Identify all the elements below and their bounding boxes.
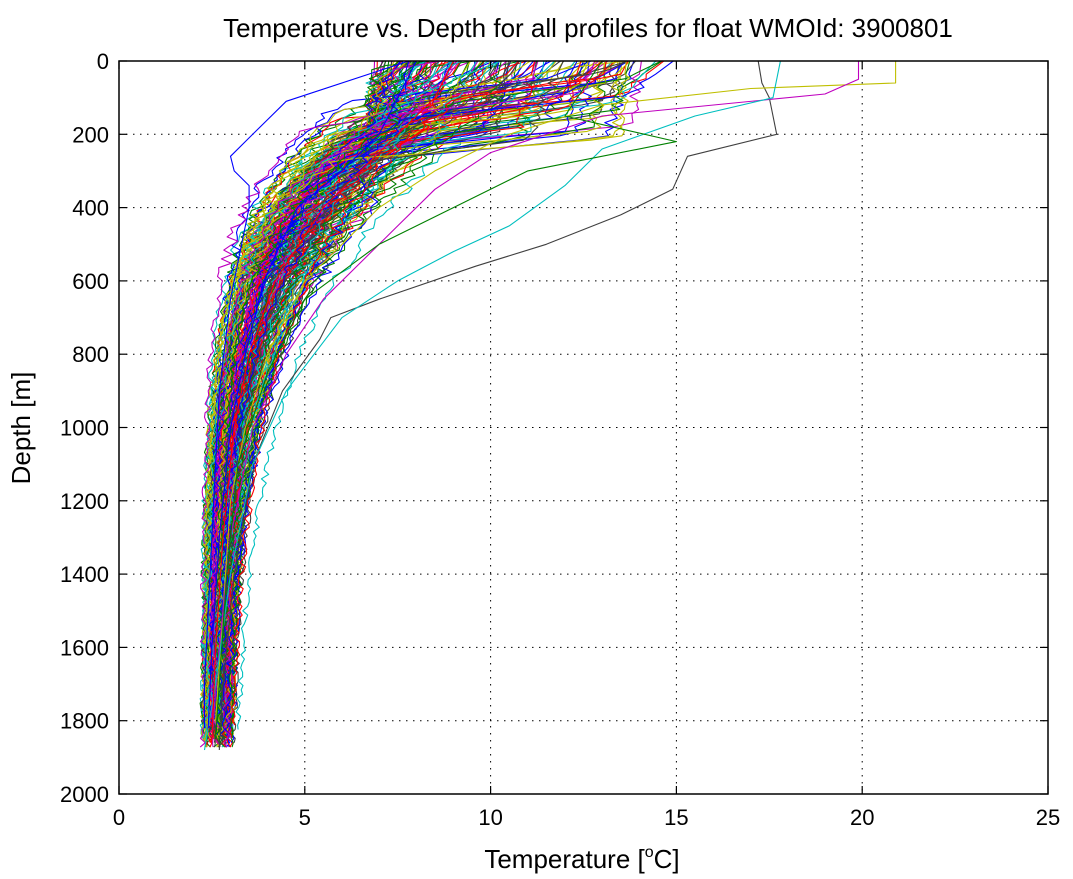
axes: 0 5 10 15 20 25 0 200 400 600 800 1000 1200 1400 1600 1… (60, 49, 1060, 830)
x-axis-label-unit: C] (654, 844, 680, 874)
temperature-profile (224, 60, 472, 735)
y-tick-label: 1000 (60, 416, 109, 441)
temperature-profile (215, 60, 422, 735)
temperature-profile (228, 60, 631, 739)
temperature-profile (229, 60, 565, 739)
x-tick-label: 5 (299, 805, 311, 830)
temperature-profile (215, 61, 897, 721)
temperature-profile (220, 60, 637, 730)
x-axis-label: Temperature [oC] (484, 844, 679, 874)
temperature-profile (218, 60, 778, 751)
y-tick-label: 1200 (60, 489, 109, 514)
y-tick-label: 200 (72, 122, 109, 147)
temperature-profile (211, 60, 454, 740)
temperature-profile (229, 60, 593, 743)
x-axis-label-text: Temperature [ (484, 844, 645, 874)
temperature-profile (201, 60, 395, 743)
x-axis-label-degree: o (645, 844, 654, 861)
x-tick-label: 0 (113, 805, 125, 830)
temperature-profile (215, 60, 677, 740)
y-axis-label: Depth [m] (6, 372, 36, 485)
temperature-profile (199, 61, 415, 748)
temperature-profile (206, 60, 617, 743)
temperature-profile (203, 60, 409, 728)
x-tick-label: 20 (850, 805, 874, 830)
y-tick-label: 600 (72, 269, 109, 294)
temperature-profile (220, 60, 552, 739)
temperature-profile (220, 60, 599, 726)
y-tick-label: 800 (72, 342, 109, 367)
profile-lines (199, 60, 897, 751)
y-tick-label: 1600 (60, 635, 109, 660)
temperature-profile (211, 60, 564, 743)
chart-title: Temperature vs. Depth for all profiles f… (223, 13, 953, 43)
temperature-profile (215, 60, 606, 748)
temperature-profile (203, 60, 781, 751)
temperature-profile (235, 60, 490, 730)
temperature-profile (220, 60, 500, 726)
y-tick-label: 1400 (60, 562, 109, 587)
x-tick-label: 10 (478, 805, 502, 830)
y-tick-label: 0 (97, 49, 109, 74)
temperature-profile (224, 60, 527, 739)
temperature-profile (212, 60, 618, 739)
y-tick-label: 400 (72, 196, 109, 221)
temperature-profile (214, 60, 627, 726)
y-tick-label: 2000 (60, 782, 109, 807)
y-tick-label: 1800 (60, 709, 109, 734)
temperature-profile (200, 60, 408, 748)
x-tick-label: 15 (664, 805, 688, 830)
temperature-profile (216, 60, 629, 722)
temperature-profile (207, 60, 417, 729)
temperature-profile (209, 60, 596, 726)
x-tick-label: 25 (1036, 805, 1060, 830)
